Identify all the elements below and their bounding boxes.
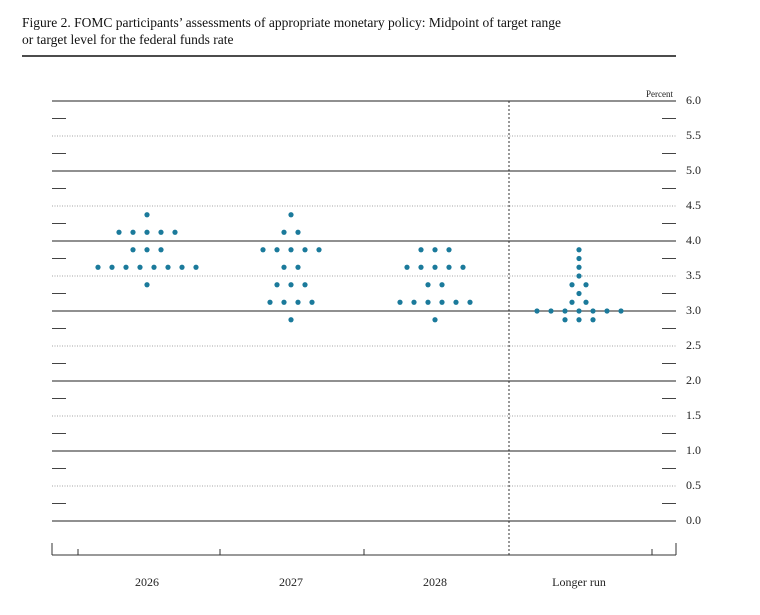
dot: [548, 308, 554, 314]
dot: [130, 247, 136, 253]
y-axis-label: Percent: [646, 89, 673, 99]
dot: [302, 247, 308, 253]
dot: [569, 299, 575, 305]
dot: [446, 247, 452, 253]
x-tick-label: 2028: [423, 575, 447, 589]
x-tick-label: Longer run: [552, 575, 606, 589]
dot: [576, 264, 582, 270]
dot: [618, 308, 624, 314]
chart-title-line: or target level for the federal funds ra…: [22, 32, 234, 47]
y-tick-label: 5.0: [686, 163, 701, 177]
dot: [583, 299, 589, 305]
dot: [137, 264, 143, 270]
dot: [425, 282, 431, 288]
x-tick-label: 2026: [135, 575, 159, 589]
y-tick-label: 6.0: [686, 93, 701, 107]
dot: [179, 264, 185, 270]
dot: [439, 299, 445, 305]
dot: [151, 264, 157, 270]
dot: [425, 299, 431, 305]
dot: [130, 229, 136, 235]
dot: [116, 229, 122, 235]
dot: [397, 299, 403, 305]
dot: [576, 273, 582, 279]
dot: [288, 247, 294, 253]
dot: [432, 247, 438, 253]
dot: [274, 282, 280, 288]
y-tick-label: 1.0: [686, 443, 701, 457]
dot: [439, 282, 445, 288]
dot: [295, 299, 301, 305]
dot: [309, 299, 315, 305]
dot: [288, 317, 294, 323]
dot: [281, 299, 287, 305]
dot: [604, 308, 610, 314]
dot: [144, 229, 150, 235]
dot: [562, 317, 568, 323]
dot: [460, 264, 466, 270]
dot: [576, 308, 582, 314]
dot: [144, 212, 150, 218]
y-tick-label: 2.5: [686, 338, 701, 352]
dot: [281, 264, 287, 270]
dot: [144, 247, 150, 253]
dot: [95, 264, 101, 270]
dot: [144, 282, 150, 288]
dot: [172, 229, 178, 235]
dot: [453, 299, 459, 305]
dot: [158, 247, 164, 253]
dot: [109, 264, 115, 270]
dot: [562, 308, 568, 314]
dot: [418, 264, 424, 270]
dot: [123, 264, 129, 270]
y-tick-label: 3.0: [686, 303, 701, 317]
dot: [583, 282, 589, 288]
dot: [158, 229, 164, 235]
y-tick-label: 2.0: [686, 373, 701, 387]
dot: [316, 247, 322, 253]
dot: [193, 264, 199, 270]
dot: [267, 299, 273, 305]
dot: [165, 264, 171, 270]
dot: [590, 317, 596, 323]
dot: [302, 282, 308, 288]
dot: [260, 247, 266, 253]
y-tick-label: 5.5: [686, 128, 701, 142]
y-tick-label: 4.0: [686, 233, 701, 247]
y-tick-label: 0.5: [686, 478, 701, 492]
dot: [576, 290, 582, 297]
dot: [418, 247, 424, 253]
dot: [295, 229, 301, 235]
dot: [432, 317, 438, 323]
y-tick-label: 0.0: [686, 513, 701, 527]
dot: [576, 317, 582, 323]
dot: [590, 308, 596, 314]
y-tick-label: 1.5: [686, 408, 701, 422]
dot: [274, 247, 280, 253]
dot: [467, 299, 473, 305]
y-tick-label: 4.5: [686, 198, 701, 212]
dot: [432, 264, 438, 270]
dot: [446, 264, 452, 270]
dot: [288, 212, 294, 218]
x-tick-label: 2027: [279, 575, 303, 589]
chart-title-line: Figure 2. FOMC participants’ assessments…: [22, 15, 561, 30]
dot: [281, 229, 287, 235]
dot: [411, 299, 417, 305]
dot: [569, 282, 575, 288]
dot: [534, 308, 540, 314]
dot: [576, 247, 582, 253]
dot: [404, 264, 410, 270]
dot: [576, 255, 582, 262]
y-tick-label: 3.5: [686, 268, 701, 282]
dot: [288, 282, 294, 288]
dot: [295, 264, 301, 270]
